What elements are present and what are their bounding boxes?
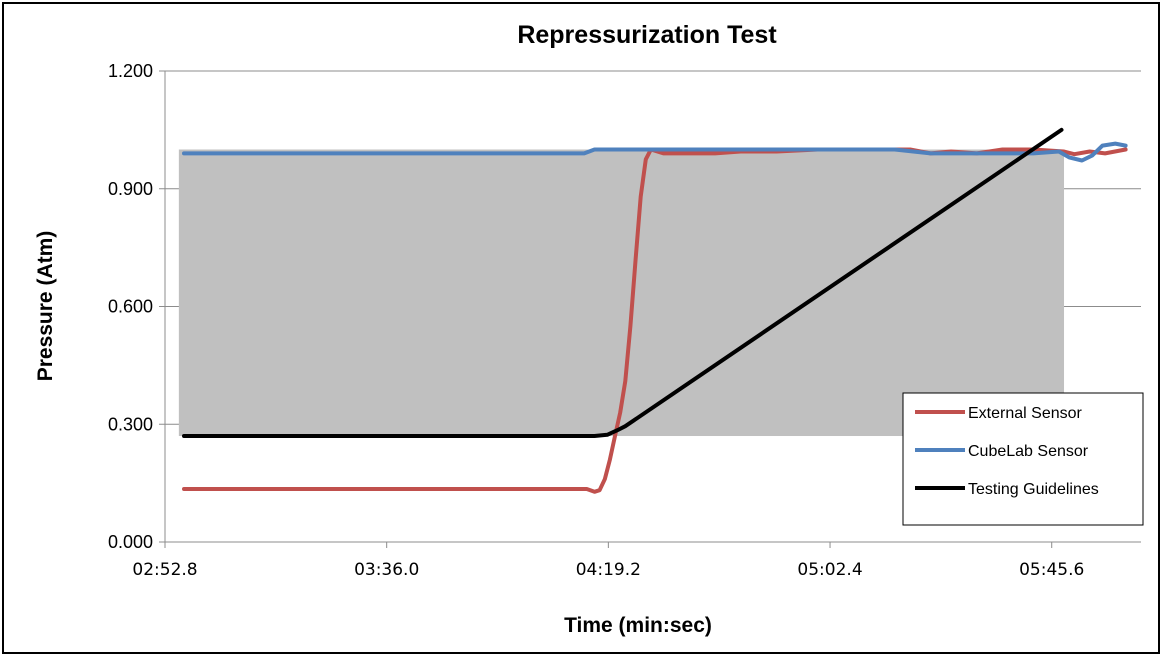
shaded-region xyxy=(178,149,1065,437)
legend-label-0: External Sensor xyxy=(968,405,1083,422)
legend: External Sensor CubeLab Sensor Testing Gui… xyxy=(902,392,1144,526)
x-tick-label-4: 05:45.6 xyxy=(1019,560,1084,580)
series-lines xyxy=(182,127,1128,494)
y-tick-label-4: 1.200 xyxy=(108,61,153,81)
chart-title: Repressurization Test xyxy=(517,21,777,49)
y-axis-label: Pressure (Atm) xyxy=(34,231,57,382)
legend-label-2: Testing Guidelines xyxy=(968,481,1099,498)
y-tick-labels: 0.000 0.300 0.600 0.900 1.200 xyxy=(108,61,153,552)
y-tick-label-2: 0.600 xyxy=(108,297,153,317)
x-tick-label-2: 04:19.2 xyxy=(576,560,641,580)
x-tick-label-3: 05:02.4 xyxy=(797,560,862,580)
series-line-cubelab-sensor xyxy=(182,141,1128,163)
legend-box xyxy=(902,392,1144,526)
x-tick-label-1: 03:36.0 xyxy=(354,560,419,580)
x-tick-label-0: 02:52.8 xyxy=(132,560,197,580)
axes xyxy=(159,70,1141,548)
y-tick-label-1: 0.300 xyxy=(108,414,153,434)
x-axis-label: Time (min:sec) xyxy=(564,614,712,637)
series-line-external-sensor xyxy=(182,147,1128,494)
shaded-rect xyxy=(178,149,1065,437)
series-line-testing-guidelines xyxy=(182,127,1064,438)
legend-label-1: CubeLab Sensor xyxy=(968,443,1089,460)
y-tick-label-0: 0.000 xyxy=(108,532,153,552)
y-tick-label-3: 0.900 xyxy=(108,179,153,199)
x-tick-labels: 02:52.8 03:36.0 04:19.2 05:02.4 05:45.6 xyxy=(132,560,1084,580)
